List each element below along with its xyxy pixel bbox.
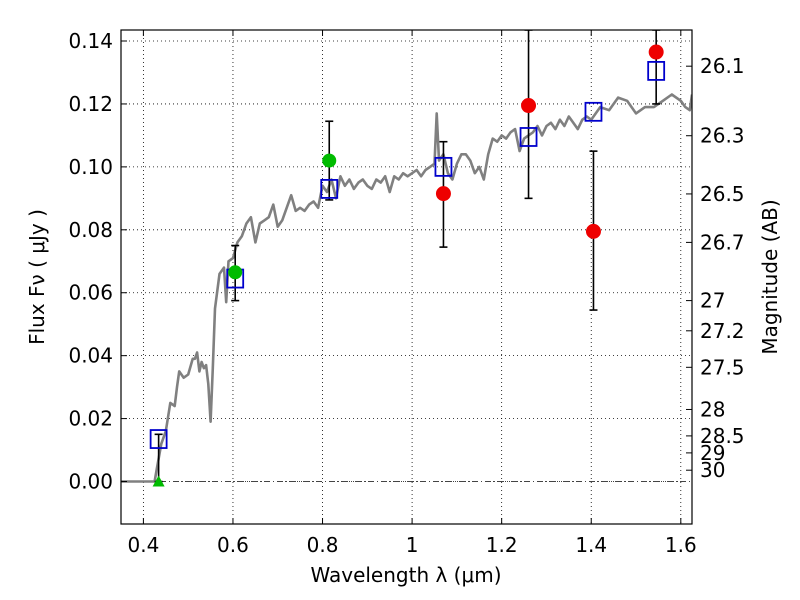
model-photometry-square [584,101,603,122]
y-tick-label: 0.06 [68,281,113,305]
x-axis-label: Wavelength λ (μm) [310,563,501,587]
red-data-point [585,223,601,239]
x-tick-label: 0.4 [127,533,159,557]
y-tick-label: 0.02 [68,407,113,431]
magnitude-tick-label: 28.5 [700,424,745,448]
secondary-y-axis-label: Magnitude (AB) [758,199,782,354]
plot-frame [120,29,693,525]
model-photometry-square [434,156,453,177]
y-tick-label: 0.00 [68,470,113,494]
y-tick-label: 0.08 [68,218,113,242]
magnitude-tick-label: 27 [700,289,725,313]
y-tick-label: 0.14 [68,29,113,53]
model-photometry-square [519,127,538,147]
plot-data-layer [121,30,692,487]
green-data-point [228,265,243,280]
red-data-point [648,44,664,60]
y-tick-label: 0.12 [68,92,113,116]
magnitude-tick-label: 26.7 [700,230,745,254]
magnitude-tick-label: 26.5 [700,182,745,206]
x-tick-label: 1.2 [486,533,518,557]
y-axis-label: Flux Fν ( μJy ) [25,209,49,345]
x-tick-label: 0.8 [307,533,339,557]
model-sed-line [121,93,692,483]
model-photometry-square [647,61,666,81]
x-tick-label: 0.6 [217,533,249,557]
y-tick-label: 0.10 [68,155,113,179]
green-data-point [322,153,337,168]
y-axis-ticks: 0.00 0.02 0.04 0.06 0.08 0.10 0.12 0.14 [68,29,127,494]
model-photometry-square [320,178,339,199]
x-tick-label: 1 [406,533,419,557]
x-axis-ticks: 0.4 0.6 0.8 1 1.2 1.4 1.6 [127,30,697,557]
x-tick-label: 1.4 [575,533,607,557]
magnitude-tick-label: 30 [700,458,725,482]
magnitude-tick-label: 26.3 [700,124,745,148]
magnitude-tick-label: 29 [700,441,725,465]
magnitude-tick-label: 28 [700,397,725,421]
red-data-point [521,98,537,114]
magnitude-tick-label: 27.5 [700,355,745,379]
magnitude-tick-label: 26.1 [700,54,745,78]
model-photometry-square [149,429,168,449]
magnitude-tick-label: 27.2 [700,319,745,343]
green-upper-limit-triangle [152,475,165,487]
red-data-point [435,186,451,202]
x-tick-label: 1.6 [665,533,697,557]
y-tick-label: 0.04 [68,344,113,368]
